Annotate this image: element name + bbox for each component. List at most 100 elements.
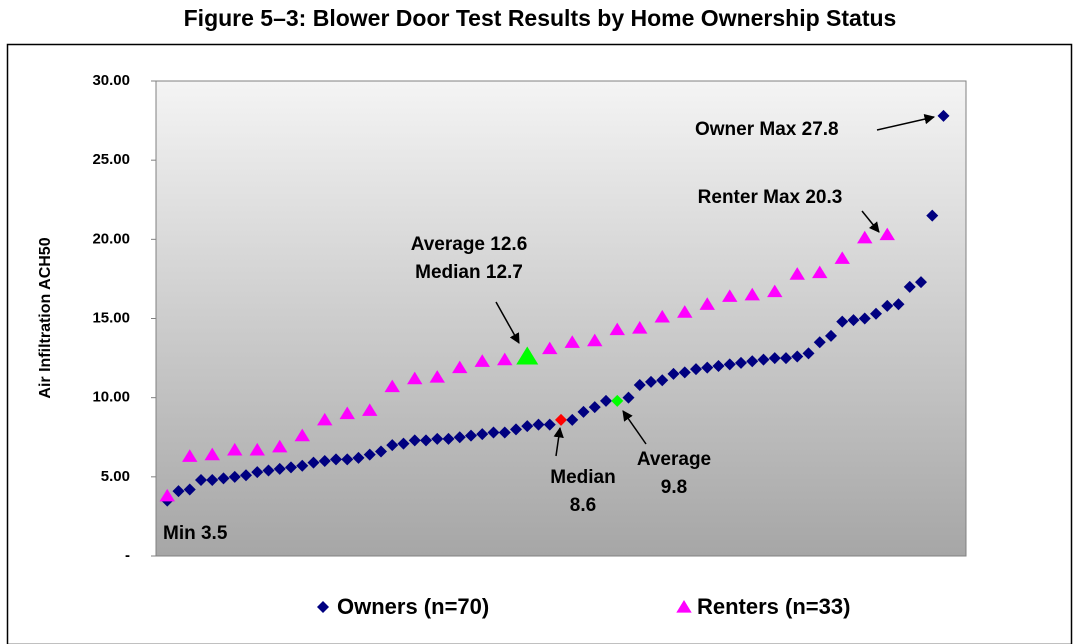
point	[159, 488, 175, 502]
point	[678, 366, 691, 379]
chart-title: Figure 5–3: Blower Door Test Results by …	[184, 5, 897, 31]
point	[834, 251, 850, 264]
annotation-arrows	[495, 113, 936, 457]
annotation: Median	[550, 467, 615, 488]
point	[217, 472, 230, 485]
point	[206, 474, 219, 486]
plot-area	[155, 80, 967, 557]
point	[555, 413, 567, 426]
point	[362, 403, 378, 416]
point	[407, 371, 423, 385]
point	[249, 442, 265, 456]
point	[172, 485, 185, 498]
legend-label: Owners (n=70)	[337, 594, 489, 619]
point	[757, 353, 770, 366]
point	[654, 309, 670, 323]
point	[476, 428, 489, 441]
annotation: Owner Max 27.8	[695, 119, 839, 140]
point	[452, 360, 468, 374]
point	[564, 335, 580, 348]
point	[272, 439, 288, 453]
point	[516, 346, 539, 365]
point	[294, 428, 310, 442]
point	[690, 363, 702, 376]
point	[667, 367, 680, 380]
point	[744, 287, 760, 301]
point	[341, 453, 354, 466]
point	[204, 447, 220, 461]
point	[857, 230, 873, 244]
y-tick-label: 30.00	[92, 72, 130, 89]
point	[384, 379, 400, 393]
point	[847, 314, 860, 327]
point	[915, 276, 927, 289]
annotation: 9.8	[661, 477, 687, 498]
point	[609, 322, 625, 336]
point	[699, 297, 715, 310]
y-tick-label: 25.00	[92, 151, 130, 168]
point	[735, 356, 747, 369]
point	[498, 426, 511, 439]
point	[330, 453, 342, 466]
point	[712, 360, 725, 372]
arrow	[861, 210, 880, 233]
point	[397, 437, 410, 450]
point	[285, 461, 297, 474]
point	[352, 451, 365, 464]
arrow	[876, 113, 936, 131]
point	[791, 350, 804, 363]
y-tick-label: 10.00	[92, 389, 130, 406]
annotation: Average	[637, 449, 711, 470]
annotation: Average 12.6	[411, 234, 528, 255]
point	[429, 370, 445, 383]
y-axis-label: Air Infiltration ACH50	[37, 237, 54, 398]
point	[566, 413, 579, 426]
point	[677, 305, 693, 318]
arrow	[495, 301, 520, 344]
series	[161, 109, 950, 507]
point	[701, 361, 714, 374]
point	[420, 434, 432, 447]
point	[240, 469, 252, 482]
point	[195, 474, 207, 486]
y-tick-label: 20.00	[92, 230, 130, 247]
point	[273, 462, 286, 475]
point	[789, 267, 805, 280]
point	[836, 315, 849, 328]
point	[474, 354, 490, 367]
point	[497, 352, 513, 366]
point	[588, 401, 601, 414]
point	[543, 418, 556, 431]
point	[879, 227, 895, 241]
annotation: 8.6	[570, 495, 596, 516]
point	[510, 423, 522, 436]
point	[780, 352, 792, 365]
point	[632, 321, 648, 334]
point	[802, 347, 815, 360]
annotation: Median 12.7	[415, 262, 523, 283]
point	[228, 470, 241, 483]
point	[926, 209, 939, 222]
point	[611, 394, 624, 407]
point	[386, 439, 399, 452]
annotation: Min 3.5	[163, 523, 228, 544]
point	[532, 418, 545, 431]
point	[465, 429, 477, 442]
point	[870, 307, 882, 320]
annotation: Renter Max 20.3	[698, 187, 843, 208]
point	[183, 483, 196, 496]
point	[262, 464, 275, 477]
y-tick-label: 15.00	[92, 309, 130, 326]
point	[318, 455, 331, 467]
point	[577, 405, 590, 418]
point	[296, 459, 309, 472]
point	[339, 406, 355, 420]
point	[408, 434, 421, 447]
point	[542, 341, 558, 355]
point	[487, 426, 500, 439]
point	[645, 375, 657, 388]
point	[767, 284, 783, 298]
point	[746, 355, 759, 368]
point	[363, 448, 376, 461]
